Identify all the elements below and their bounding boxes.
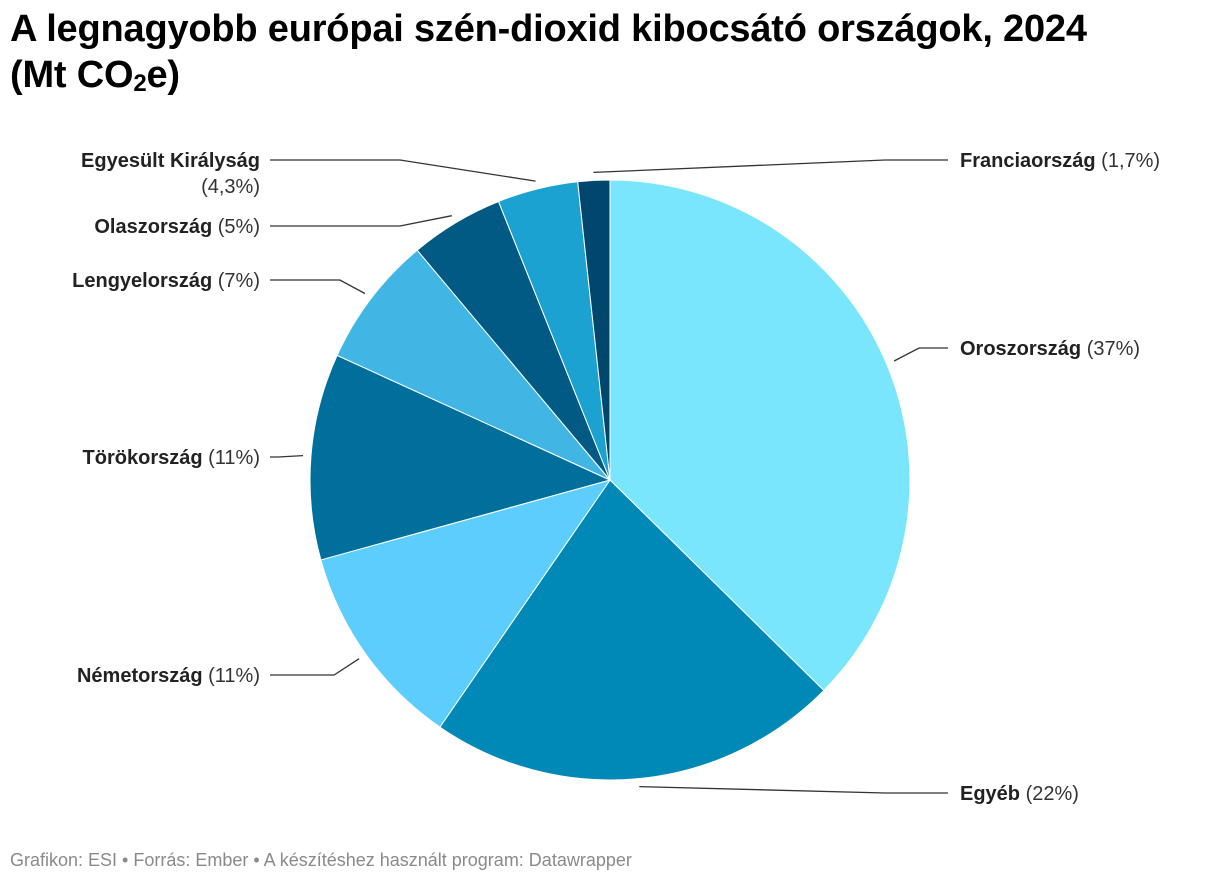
- slice-label-percent: (4,3%): [201, 176, 260, 198]
- pie-slice-torokorszag: [309, 354, 612, 561]
- slice-label-percent: (22%): [1020, 783, 1079, 805]
- pie-slice-franciaorszag: [577, 179, 611, 481]
- slice-label-percent: (37%): [1081, 338, 1140, 360]
- slice-label-percent: (11%): [203, 665, 260, 687]
- chart-title-unit-suffix: e): [146, 54, 180, 96]
- slice-label-lengyelorszag: Lengyelország (7%): [72, 270, 260, 292]
- slice-label-torokorszag: Törökország (11%): [83, 447, 260, 469]
- slice-label-percent: (1,7%): [1096, 150, 1160, 172]
- slice-label-percent: (5%): [212, 216, 260, 238]
- slice-label-name: Egyéb: [960, 783, 1020, 805]
- slice-label-percent: (11%): [203, 447, 260, 469]
- pie-slice-nemetorszag: [320, 479, 612, 728]
- slice-label-name: Törökország: [83, 447, 203, 469]
- chart-title-unit-prefix: (Mt CO: [10, 54, 134, 96]
- leader-line-egyesult-kiralysag: [270, 159, 536, 182]
- leader-line-egyeb: [639, 785, 948, 794]
- source-footer: Grafikon: ESI • Forrás: Ember • A készít…: [10, 850, 632, 870]
- pie-slice-egyeb: [439, 479, 825, 781]
- slice-label-name: Németország: [77, 665, 203, 687]
- leader-line-oroszorszag: [893, 347, 948, 362]
- slice-label-name: Oroszország: [960, 338, 1081, 360]
- chart-title: A legnagyobb európai szén-dioxid kibocsá…: [10, 6, 1210, 98]
- leader-line-franciaorszag: [593, 159, 948, 174]
- slice-label-nemetorszag: Németország (11%): [77, 665, 260, 687]
- slice-label-olaszorszag: Olaszország (5%): [94, 216, 260, 238]
- slice-labels: Oroszország (37%) Egyéb (22%) Németország …: [72, 150, 1160, 805]
- slice-label-name: Franciaország: [960, 150, 1096, 172]
- slice-label-percent: (7%): [212, 270, 260, 292]
- slice-label-oroszorszag: Oroszország (37%): [960, 338, 1140, 360]
- pie-slice-oroszorszag: [609, 179, 911, 692]
- pie-slices: [309, 179, 911, 781]
- slice-label-egyesult-kiralysag: Egyesült Királyság (4,3%): [81, 150, 260, 198]
- pie-chart: Oroszország (37%) Egyéb (22%) Németország …: [72, 150, 1160, 805]
- slice-label-name: Olaszország: [94, 216, 212, 238]
- leader-lines: [270, 159, 948, 794]
- leader-line-nemetorszag: [270, 658, 360, 676]
- slice-label-egyeb: Egyéb (22%): [960, 783, 1079, 805]
- chart-title-main: A legnagyobb európai szén-dioxid kibocsá…: [10, 8, 1087, 50]
- slice-label-name: Lengyelország: [72, 270, 212, 292]
- leader-line-torokorszag: [270, 454, 304, 458]
- slice-label-name: Egyesült Királyság: [81, 150, 260, 172]
- leader-line-lengyelorszag: [270, 279, 366, 295]
- leader-line-olaszorszag: [270, 215, 452, 227]
- chart-title-unit-subscript: 2: [133, 70, 147, 97]
- slice-label-franciaorszag: Franciaország (1,7%): [960, 150, 1160, 172]
- pie-slice-lengyelorszag: [336, 249, 611, 481]
